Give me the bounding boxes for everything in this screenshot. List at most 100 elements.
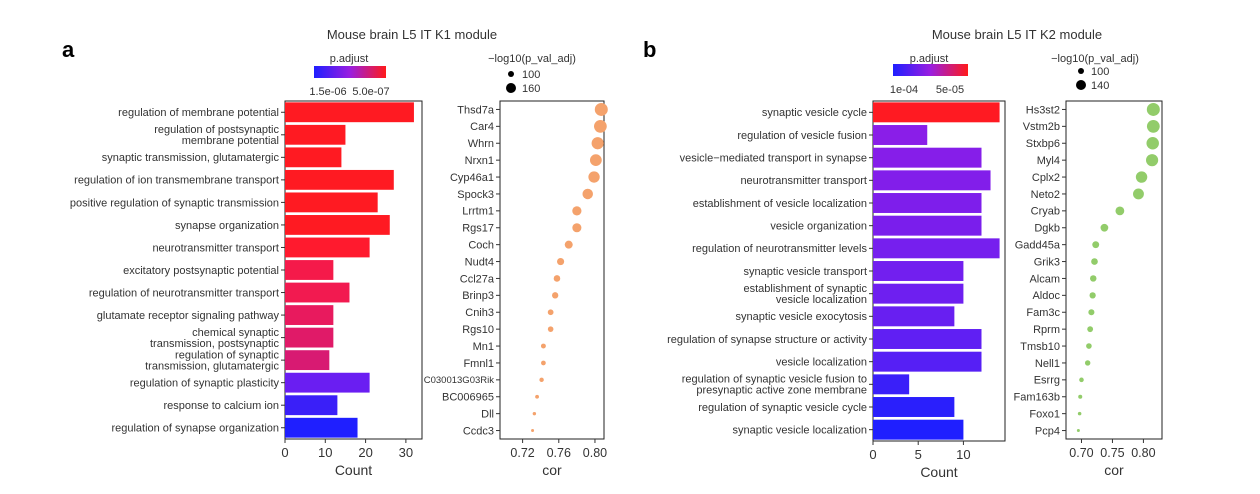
dot-b-Dgkb — [1100, 223, 1109, 232]
dot-a-C030013G03Rik — [539, 377, 544, 383]
gene-label-b-Foxo1: Foxo1 — [1029, 409, 1060, 421]
size-legend-title-a: −log10(p_val_adj) — [488, 53, 576, 65]
size-legend-dot-b-small — [1078, 68, 1084, 74]
dot-b-Rprm — [1087, 326, 1094, 333]
category-label-a-5: synapse organization — [175, 220, 279, 232]
dot-a-Cyp46a1 — [588, 171, 600, 183]
dot-a-Car4 — [594, 119, 607, 133]
panel-letter-a: a — [62, 37, 75, 62]
dot-b-Cryab — [1115, 206, 1125, 216]
bar-a-7 — [285, 260, 334, 280]
x-tick-label-b-dot-0: 0.70 — [1069, 446, 1093, 460]
bar-a-9 — [285, 305, 334, 325]
bar-chart-a: regulation of membrane potential regulati… — [70, 100, 423, 478]
dot-plot-a: Thsd7a Car4 Whrn Nrxn1 Cyp46a1 Spock3 Lrrtm1 Rg… — [424, 100, 608, 478]
dot-a-Rgs17 — [572, 223, 582, 233]
gene-label-a-Dll: Dll — [481, 409, 494, 421]
category-label-b-12: regulation of synaptic vesicle fusion to… — [682, 374, 867, 397]
x-tick-label-b-5: 5 — [915, 447, 922, 462]
gene-label-b-Pcp4: Pcp4 — [1035, 425, 1060, 437]
bar-b-9 — [873, 306, 955, 327]
size-legend-title-b: −log10(p_val_adj) — [1051, 53, 1139, 65]
category-label-b-4: establishment of vesicle localization — [693, 198, 867, 210]
bar-a-14 — [285, 417, 358, 438]
gene-label-b-Grik3: Grik3 — [1034, 256, 1060, 268]
x-tick-label-a-20: 20 — [358, 445, 372, 460]
size-legend-label-a-small: 100 — [522, 69, 540, 81]
bar-b-13 — [873, 397, 955, 417]
dot-b-Myl4 — [1146, 154, 1159, 167]
dot-a-Lrrtm1 — [572, 206, 582, 216]
dot-a-Brinp3 — [551, 292, 559, 299]
bar-b-1 — [873, 125, 928, 145]
bar-b-14 — [873, 419, 964, 440]
gene-label-b-Hs3st2: Hs3st2 — [1026, 104, 1060, 116]
gene-label-a-Thsd7a: Thsd7a — [457, 104, 495, 116]
bar-a-13 — [285, 395, 338, 416]
x-tick-label-a-10: 10 — [318, 445, 332, 460]
dot-b-Fam163b — [1078, 394, 1083, 399]
gene-label-a-Rgs17: Rgs17 — [462, 223, 494, 235]
dot-a-Ccdc3 — [531, 429, 535, 433]
dot-b-Esrrg — [1079, 377, 1084, 383]
color-legend-title-a: p.adjust — [330, 53, 369, 65]
dot-a-Spock3 — [582, 188, 593, 200]
category-label-b-1: regulation of vesicle fusion — [737, 130, 867, 142]
bar-a-11 — [285, 350, 330, 371]
category-label-b-5: vesicle organization — [770, 221, 867, 233]
dot-b-Tmsb10 — [1086, 343, 1092, 349]
category-label-a-0: regulation of membrane potential — [118, 107, 279, 119]
category-label-b-10: regulation of synapse structure or activ… — [667, 334, 867, 346]
x-tick-label-a-0: 0 — [281, 445, 288, 460]
bar-a-0 — [285, 102, 414, 123]
category-label-b-0: synaptic vesicle cycle — [762, 107, 867, 119]
x-axis-label-b-dot: cor — [1104, 462, 1124, 478]
gene-label-a-Fmnl1: Fmnl1 — [463, 358, 494, 370]
category-label-a-14: regulation of synapse organization — [111, 423, 279, 435]
bar-b-6 — [873, 238, 1000, 259]
gene-label-b-Fam163b: Fam163b — [1014, 392, 1060, 404]
x-tick-label-a-30: 30 — [399, 445, 413, 460]
size-legend-label-b-small: 100 — [1091, 66, 1109, 78]
category-label-a-12: regulation of synaptic plasticity — [130, 378, 280, 390]
category-label-b-2: vesicle−mediated transport in synapse — [680, 153, 867, 165]
plot-frame — [1065, 100, 1163, 440]
x-tick-label-b-dot-2: 0.80 — [1131, 446, 1155, 460]
color-legend-label-a-low: 1.5e-06 — [309, 86, 346, 98]
gene-label-b-Aldoc: Aldoc — [1032, 290, 1060, 302]
bar-a-2 — [285, 147, 342, 168]
gene-label-a-Ccdc3: Ccdc3 — [463, 425, 494, 437]
category-label-a-2: synaptic transmission, glutamatergic — [102, 152, 280, 164]
dot-a-Ccl27a — [553, 275, 561, 282]
gene-label-a-Brinp3: Brinp3 — [462, 290, 494, 302]
size-legend-label-a-large: 160 — [522, 83, 540, 95]
x-tick-label-b-10: 10 — [956, 447, 970, 462]
gene-label-b-Stxbp6: Stxbp6 — [1026, 138, 1060, 150]
dot-b-Fam3c — [1088, 309, 1095, 316]
category-label-a-4: positive regulation of synaptic transmis… — [70, 197, 279, 209]
gene-label-a-Coch: Coch — [468, 240, 494, 252]
gene-label-a-Whrn: Whrn — [468, 138, 494, 150]
chart-title-b: Mouse brain L5 IT K2 module — [932, 27, 1102, 42]
dot-b-Pcp4 — [1076, 429, 1080, 433]
x-tick-label-b-dot-1: 0.75 — [1100, 446, 1124, 460]
x-tick-label-a-dot-2: 0.80 — [583, 446, 607, 460]
category-label-b-8: establishment of synaptic vesicle localiz… — [743, 283, 867, 306]
category-label-a-13: response to calcium ion — [163, 400, 279, 412]
chart-title-a: Mouse brain L5 IT K1 module — [327, 27, 497, 42]
dot-a-Cnih3 — [547, 309, 554, 316]
bar-b-12 — [873, 374, 910, 395]
bar-chart-b: synaptic vesicle cycle regulation of vesi… — [667, 100, 1006, 480]
gene-label-b-Dgkb: Dgkb — [1034, 223, 1060, 235]
color-legend-bar-b — [893, 64, 968, 76]
bar-a-8 — [285, 282, 350, 303]
dot-a-BC006965 — [535, 394, 539, 399]
category-label-a-1: regulation of postsynaptic membrane poten… — [154, 124, 279, 147]
bar-a-5 — [285, 215, 390, 235]
color-legend-label-a-high: 5.0e-07 — [352, 86, 389, 98]
gene-label-b-Myl4: Myl4 — [1037, 155, 1060, 167]
category-label-b-3: neurotransmitter transport — [740, 175, 867, 187]
size-legend-label-b-large: 140 — [1091, 80, 1109, 92]
gene-label-b-Rprm: Rprm — [1033, 324, 1060, 336]
